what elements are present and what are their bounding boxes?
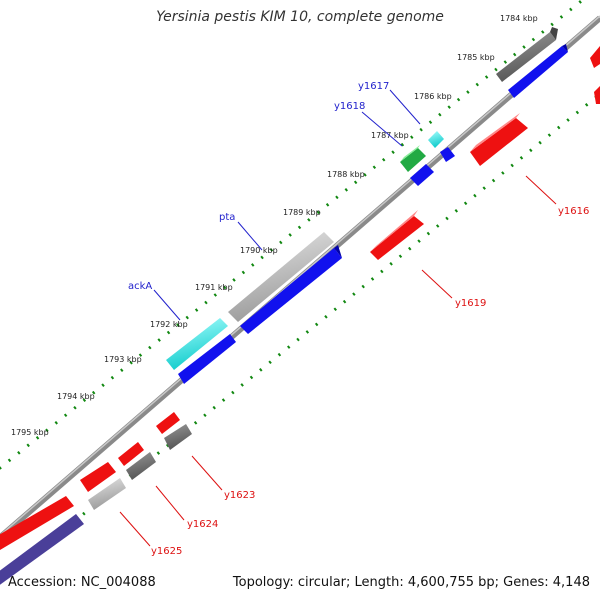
gene-block-1784-dark <box>496 27 558 82</box>
scale-tick-label: 1790 kbp <box>240 246 278 255</box>
genome-summary-text: Topology: circular; Length: 4,600,755 bp… <box>232 575 590 590</box>
gene-block-small-blue <box>440 147 455 162</box>
gene-y1623 <box>156 412 192 450</box>
gene-labels: y1617 y1618 pta ackA y1616 y1619 y1623 y… <box>128 81 589 557</box>
scale-tick-label: 1785 kbp <box>457 53 495 62</box>
gene-block-small-blue <box>410 164 434 186</box>
gene-label-pta: pta <box>219 212 235 223</box>
scale-tick-label: 1786 kbp <box>414 92 452 101</box>
scale-tick-label: 1795 kbp <box>11 428 49 437</box>
gene-y1619 <box>370 210 424 260</box>
gene-label-y1618: y1618 <box>334 101 365 112</box>
scale-tick-label: 1792 kbp <box>150 320 188 329</box>
gene-block-purple-large <box>0 514 84 585</box>
scale-tick-label: 1788 kbp <box>327 170 365 179</box>
gene-label-y1624: y1624 <box>187 519 218 530</box>
gene-label-y1623: y1623 <box>224 490 255 501</box>
scale-tick-label: 1794 kbp <box>57 392 95 401</box>
scale-tick-label: 1789 kbp <box>283 208 321 217</box>
gene-pta-partner-blue <box>240 245 342 334</box>
gene-ackA <box>166 318 228 370</box>
scale-tick-label: 1793 kbp <box>104 355 142 364</box>
scale-tick-label: 1784 kbp <box>500 14 538 23</box>
gene-block-edge-red <box>594 86 600 104</box>
kbp-scale-labels: 1784 kbp 1785 kbp 1786 kbp 1787 kbp 1788… <box>11 14 538 437</box>
gene-y1625 <box>80 462 126 510</box>
gene-block-red-large <box>0 496 74 551</box>
gene-y1616 <box>470 113 528 166</box>
gene-pta <box>228 232 334 322</box>
gene-y1617 <box>428 131 444 148</box>
leader-lines <box>119 89 557 547</box>
gene-ackA-partner-blue <box>178 334 236 384</box>
gene-label-ackA: ackA <box>128 281 152 292</box>
gene-label-y1616: y1616 <box>558 206 589 217</box>
gene-block-1785-blue <box>508 44 568 98</box>
gene-label-y1619: y1619 <box>455 298 486 309</box>
genome-title: Yersinia pestis KIM 10, complete genome <box>156 9 444 25</box>
scale-tick-label: 1791 kbp <box>195 283 233 292</box>
accession-text: Accession: NC_004088 <box>8 575 156 590</box>
gene-label-y1617: y1617 <box>358 81 389 92</box>
gene-block-edge-red <box>590 46 600 68</box>
genome-backbone-highlight <box>0 15 600 537</box>
inner-scale-ring <box>0 92 600 584</box>
gene-y1624 <box>118 442 156 480</box>
gene-y1618 <box>400 145 426 172</box>
gene-label-y1625: y1625 <box>151 546 182 557</box>
